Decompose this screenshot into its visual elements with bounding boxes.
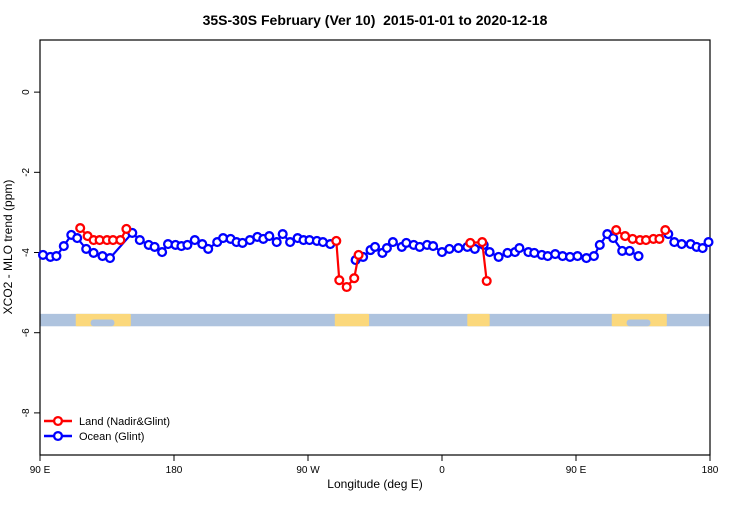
ocean-data-point <box>134 235 145 246</box>
ocean-data-point <box>608 233 619 244</box>
ocean-data-point <box>514 243 525 254</box>
ocean-data-point <box>453 243 464 254</box>
land-data-point <box>121 223 132 234</box>
land-data-point <box>611 225 622 236</box>
ocean-data-point <box>285 237 296 248</box>
ocean-data-point <box>149 241 160 252</box>
land-data-point <box>331 235 342 246</box>
land-data-point <box>660 225 671 236</box>
ocean-data-point <box>277 229 288 240</box>
x-tick-label: 180 <box>166 465 183 476</box>
land-data-point <box>465 237 476 248</box>
land-data-point <box>349 273 360 284</box>
ocean-data-point <box>493 251 504 262</box>
ocean-data-point <box>387 237 398 248</box>
ocean-data-point <box>157 247 168 258</box>
ocean-data-point <box>676 239 687 250</box>
ocean-data-point <box>104 253 116 264</box>
y-axis-title: XCO2 - MLO trend (ppm) <box>1 180 15 315</box>
chart-title: 35S-30S February (Ver 10) 2015-01-01 to … <box>203 12 548 28</box>
legend-marker <box>52 430 64 442</box>
map-strip-ocean <box>40 313 710 327</box>
legend-label: Ocean (Glint) <box>79 431 144 443</box>
ocean-data-point <box>72 233 83 244</box>
ocean-data-point <box>381 243 392 254</box>
land-data-point <box>334 275 345 286</box>
map-strip-coast-notch <box>90 319 115 327</box>
y-tick-label: -8 <box>21 408 32 417</box>
x-tick-label: 90 E <box>30 465 51 476</box>
land-data-point <box>654 233 665 244</box>
ocean-data-point <box>203 243 214 254</box>
land-data-point <box>353 249 364 260</box>
land-data-point <box>477 237 488 248</box>
map-strip-land-patch <box>334 313 370 327</box>
ocean-data-point <box>369 241 381 252</box>
ocean-data-point <box>189 235 200 246</box>
ocean-data-point <box>588 251 599 262</box>
x-tick-label: 90 W <box>296 465 320 476</box>
map-strip-coast-notch <box>626 319 651 327</box>
map-strip-land-patch <box>467 313 490 327</box>
y-tick-label: 0 <box>21 89 32 95</box>
land-data-point <box>115 235 126 246</box>
ocean-data-point <box>88 247 99 258</box>
x-axis-title: Longitude (deg E) <box>327 477 422 491</box>
ocean-data-point <box>572 251 583 262</box>
land-data-point <box>481 275 492 287</box>
ocean-data-point <box>633 251 644 262</box>
ocean-data-point <box>428 241 439 252</box>
ocean-data-point <box>58 241 69 252</box>
ocean-data-point <box>624 245 635 256</box>
ocean-data-point <box>444 243 455 254</box>
ocean-data-point <box>271 237 282 248</box>
ocean-data-point <box>264 231 275 242</box>
ocean-data-point <box>703 237 714 248</box>
x-tick-label: 90 E <box>566 465 587 476</box>
land-data-point <box>341 281 352 293</box>
legend-marker <box>52 415 64 427</box>
y-tick-label: -2 <box>21 167 32 176</box>
y-tick-label: -6 <box>21 328 32 337</box>
plot-area: 90 E 180 90 W 0 90 E 180 0 -2 -4 -6 -8 Land (Nadir&… <box>21 39 719 476</box>
x-tick-label: 0 <box>439 465 445 476</box>
x-tick-label: 180 <box>702 465 719 476</box>
legend-label: Land (Nadir&Glint) <box>79 416 170 428</box>
land-data-point <box>75 223 86 234</box>
y-tick-label: -4 <box>21 248 32 257</box>
plot-box <box>39 39 711 456</box>
ocean-data-point <box>81 243 92 254</box>
ocean-data-point <box>697 243 708 254</box>
ocean-data-point <box>182 239 193 250</box>
ocean-data-point <box>594 239 605 250</box>
ocean-data-point <box>484 247 495 258</box>
ocean-data-point <box>51 251 62 262</box>
